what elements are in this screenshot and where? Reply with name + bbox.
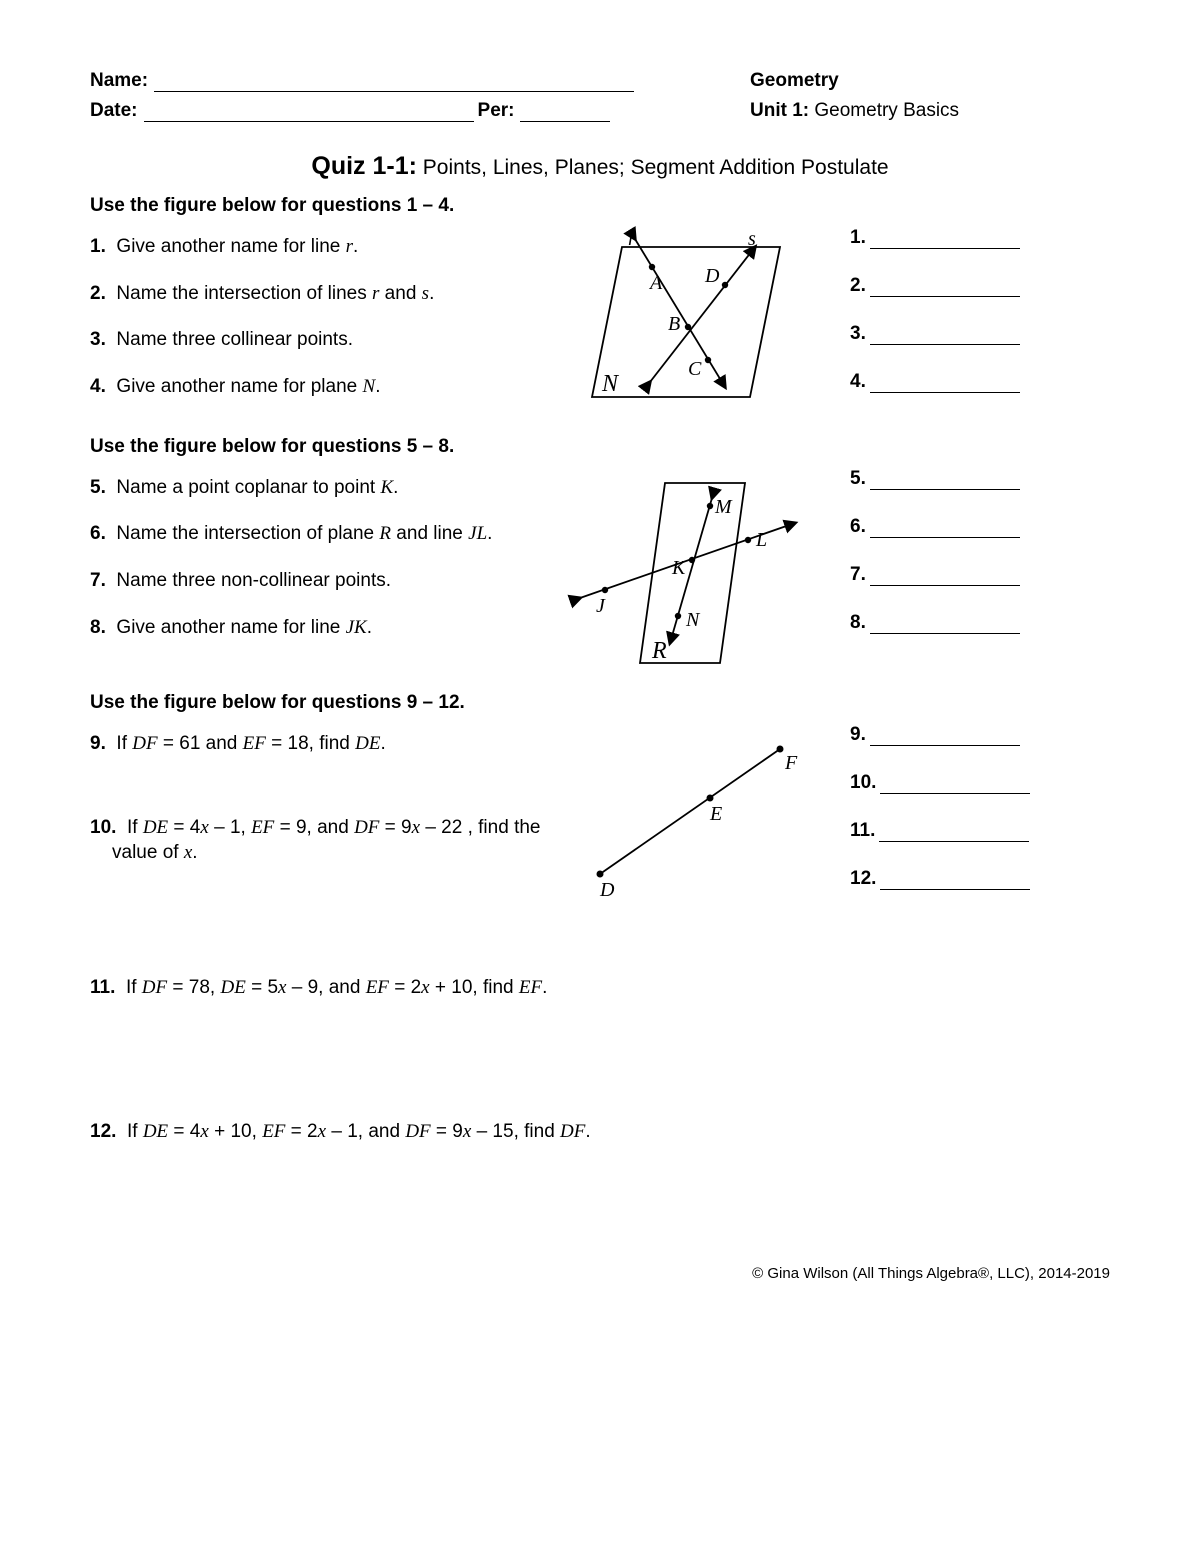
ans-12: 12. [850,868,1110,890]
svg-text:B: B [668,313,680,335]
svg-text:s: s [748,228,756,250]
ans-3: 3. [850,323,1110,345]
q10: 10. If DE = 4x – 1, EF = 9, and DF = 9x … [112,816,570,865]
q5: 5. Name a point coplanar to point K. [112,476,570,501]
section3-content: 9. If DF = 61 and EF = 18, find DE. 10. … [90,724,1110,916]
ans-11: 11. [850,820,1110,842]
svg-text:F: F [784,752,798,774]
section1-heading: Use the figure below for questions 1 – 4… [90,195,1110,217]
section1-content: 1. Give another name for line r. 2. Name… [90,227,1110,422]
quiz-title: Quiz 1-1: Points, Lines, Planes; Segment… [90,152,1110,181]
ans-5: 5. [850,468,1110,490]
q7: 7. Name three non-collinear points. [112,569,570,594]
svg-text:M: M [714,496,733,518]
ans-1: 1. [850,227,1110,249]
header-row-1: Name: Geometry [90,70,1110,92]
svg-text:E: E [709,803,722,825]
svg-text:N: N [601,371,620,397]
ans-7: 7. [850,564,1110,586]
name-label: Name: [90,70,148,92]
q4: 4. Give another name for plane N. [112,375,570,400]
svg-text:N: N [685,609,701,631]
q2: 2. Name the intersection of lines r and … [112,282,570,307]
quiz-subtitle: Points, Lines, Planes; Segment Addition … [417,156,889,179]
svg-text:R: R [651,638,667,664]
q3: 3. Name three collinear points. [112,328,570,353]
ans-6: 6. [850,516,1110,538]
ans-9: 9. [850,724,1110,746]
svg-text:J: J [596,595,606,617]
q9: 9. If DF = 61 and EF = 18, find DE. [112,732,570,757]
ans-8: 8. [850,612,1110,634]
subject: Geometry [750,70,839,91]
svg-text:K: K [671,557,687,579]
name-blank [154,72,634,92]
per-label: Per: [478,100,515,122]
ans-2: 2. [850,275,1110,297]
section3-heading: Use the figure below for questions 9 – 1… [90,692,1110,714]
svg-text:D: D [599,879,615,901]
quiz-label: Quiz 1-1: [311,152,417,180]
q1: 1. Give another name for line r. [112,235,570,260]
q6: 6. Name the intersection of plane R and … [112,522,570,547]
unit-title: Geometry Basics [809,100,959,121]
footer: © Gina Wilson (All Things Algebra®, LLC)… [90,1265,1110,1282]
header-row-2: Date: Per: Unit 1: Geometry Basics [90,100,1110,122]
ans-4: 4. [850,371,1110,393]
q11: 11. If DF = 78, DE = 5x – 9, and EF = 2x… [120,976,1110,1001]
per-blank [520,102,610,122]
figure-2: M L K J N R [570,468,810,678]
ans-10: 10. [850,772,1110,794]
date-blank [144,102,474,122]
svg-text:L: L [755,529,767,551]
section2-heading: Use the figure below for questions 5 – 8… [90,436,1110,458]
figure-3: D E F [570,724,810,894]
date-label: Date: [90,100,138,122]
svg-text:A: A [648,272,663,294]
q12: 12. If DE = 4x + 10, EF = 2x – 1, and DF… [120,1120,1110,1145]
q8: 8. Give another name for line JK. [112,616,570,641]
svg-text:r: r [628,228,636,250]
unit-label: Unit 1: [750,100,809,121]
svg-text:D: D [704,265,720,287]
svg-text:C: C [688,358,702,380]
section2-content: 5. Name a point coplanar to point K. 6. … [90,468,1110,678]
figure-1: r s A D B C N [580,227,800,417]
